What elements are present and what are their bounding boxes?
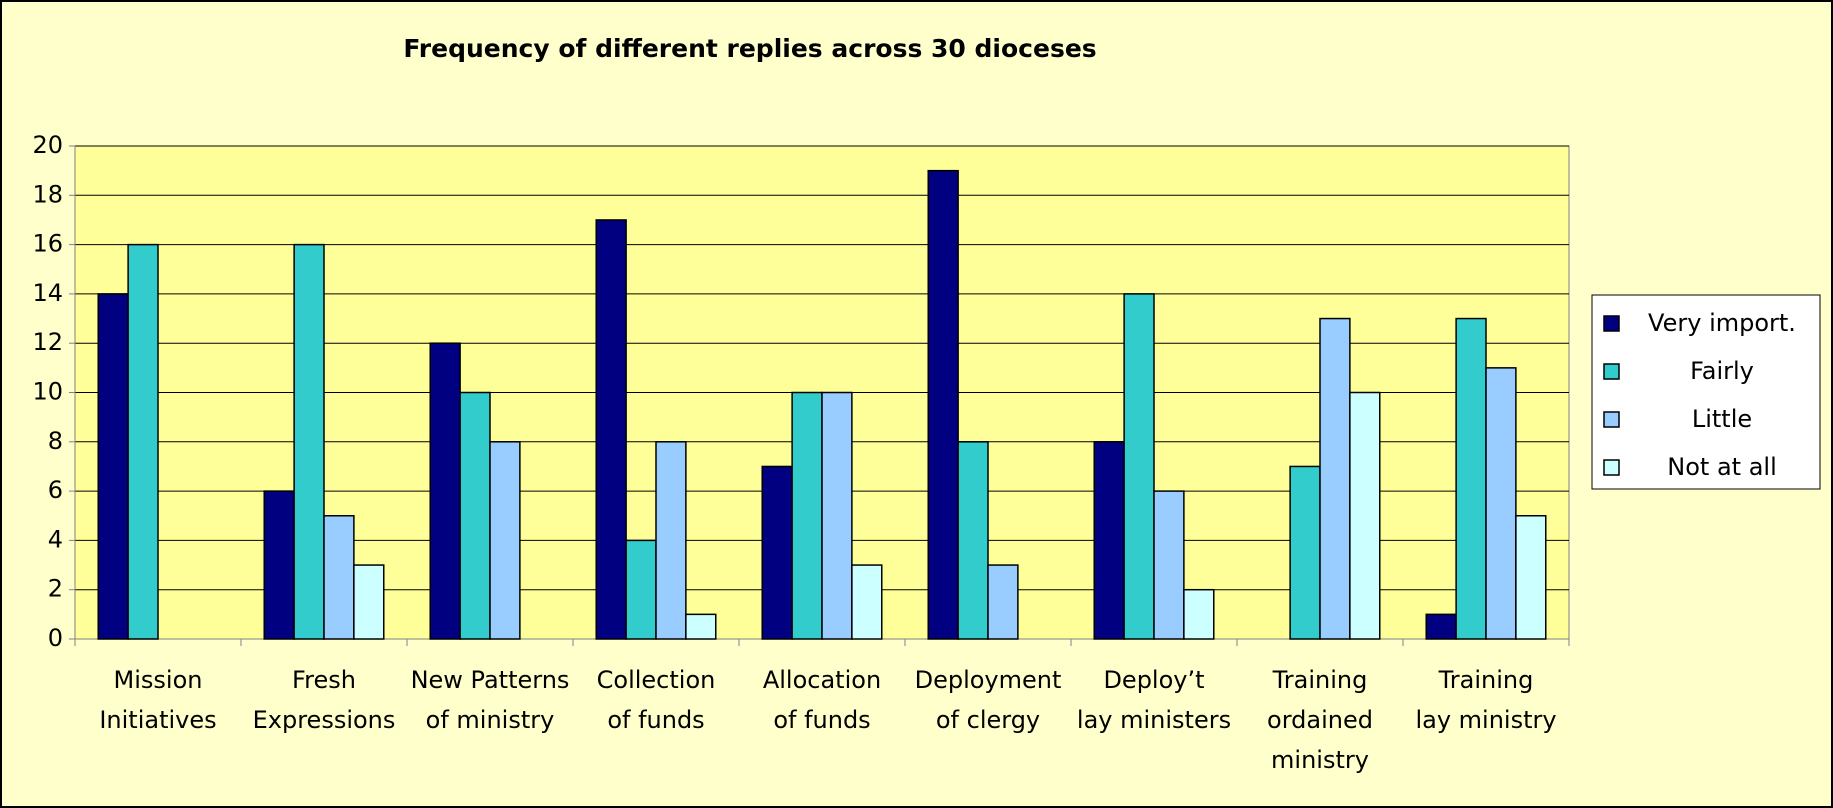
- bar: [987, 564, 1019, 640]
- y-tick-label: 20: [32, 131, 63, 159]
- legend: [1591, 294, 1821, 490]
- bar: [957, 441, 989, 640]
- x-tick-label: Mission: [114, 666, 203, 694]
- legend-swatch: [1603, 363, 1620, 380]
- y-tick-label: 10: [32, 378, 63, 406]
- legend-swatch: [1603, 411, 1620, 428]
- y-tick-label: 12: [32, 328, 63, 356]
- x-tick-label: of clergy: [936, 706, 1040, 734]
- bar: [459, 391, 491, 640]
- x-tick-label: Collection: [597, 666, 716, 694]
- legend-label: Not at all: [1667, 453, 1776, 481]
- bar: [761, 465, 793, 640]
- bar: [293, 243, 325, 640]
- x-tick-label: Fresh: [292, 666, 356, 694]
- bar: [1425, 613, 1457, 640]
- bar: [489, 441, 521, 640]
- bar: [97, 293, 129, 640]
- y-tick-label: 6: [48, 476, 63, 504]
- bar: [1485, 367, 1517, 640]
- bar: [625, 539, 657, 640]
- x-tick-label: of ministry: [426, 706, 555, 734]
- x-tick-label: ordained: [1267, 706, 1373, 734]
- legend-swatch: [1603, 459, 1620, 476]
- bar: [429, 342, 461, 640]
- x-tick-label: lay ministers: [1077, 706, 1231, 734]
- bar: [685, 613, 717, 640]
- y-tick-label: 4: [48, 525, 63, 553]
- bar: [821, 391, 853, 640]
- x-tick-label: Training: [1272, 666, 1368, 694]
- x-tick-label: Deployment: [915, 666, 1062, 694]
- x-tick-label: New Patterns: [411, 666, 570, 694]
- bar: [1153, 490, 1185, 640]
- bar: [851, 564, 883, 640]
- bar: [1123, 293, 1155, 640]
- y-tick-label: 8: [48, 427, 63, 455]
- legend-swatch: [1603, 315, 1620, 332]
- bar: [1455, 317, 1487, 640]
- bar: [1515, 515, 1547, 640]
- bar: [1319, 317, 1351, 640]
- x-tick-label: Training: [1438, 666, 1534, 694]
- x-tick-label: of funds: [607, 706, 704, 734]
- bar: [1349, 391, 1381, 640]
- legend-label: Fairly: [1690, 357, 1754, 385]
- bar: [1289, 465, 1321, 640]
- bar: [1093, 441, 1125, 640]
- bar: [595, 219, 627, 640]
- legend-label: Little: [1692, 405, 1752, 433]
- x-tick-label: Deploy’t: [1103, 666, 1204, 694]
- bar: [263, 490, 295, 640]
- y-tick-label: 0: [48, 624, 63, 652]
- bar: [927, 169, 959, 640]
- x-tick-label: lay ministry: [1415, 706, 1556, 734]
- y-tick-label: 2: [48, 575, 63, 603]
- x-tick-label: of funds: [773, 706, 870, 734]
- x-tick-label: Expressions: [253, 706, 396, 734]
- bar: [353, 564, 385, 640]
- bar: [1183, 588, 1215, 640]
- x-tick-label: Initiatives: [99, 706, 216, 734]
- bar: [655, 441, 687, 640]
- chart-title: Frequency of different replies across 30…: [403, 34, 1096, 63]
- bar: [791, 391, 823, 640]
- x-tick-label: Allocation: [763, 666, 881, 694]
- y-tick-label: 18: [32, 180, 63, 208]
- y-tick-label: 14: [32, 279, 63, 307]
- bar: [127, 243, 159, 640]
- legend-label: Very import.: [1648, 309, 1796, 337]
- bar: [323, 515, 355, 640]
- y-tick-label: 16: [32, 230, 63, 258]
- x-tick-label: ministry: [1271, 746, 1369, 774]
